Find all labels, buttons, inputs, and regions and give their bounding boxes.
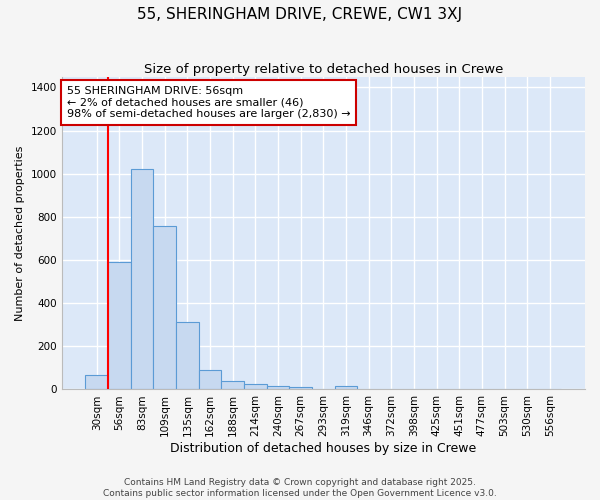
Bar <box>108 262 131 390</box>
Y-axis label: Number of detached properties: Number of detached properties <box>15 146 25 321</box>
Bar <box>154 226 176 390</box>
Bar <box>244 384 266 390</box>
Bar <box>221 381 244 390</box>
Bar <box>289 388 312 390</box>
Bar <box>199 370 221 390</box>
Bar <box>266 386 289 390</box>
Text: 55 SHERINGHAM DRIVE: 56sqm
← 2% of detached houses are smaller (46)
98% of semi-: 55 SHERINGHAM DRIVE: 56sqm ← 2% of detac… <box>67 86 350 120</box>
X-axis label: Distribution of detached houses by size in Crewe: Distribution of detached houses by size … <box>170 442 476 455</box>
Bar <box>85 376 108 390</box>
Title: Size of property relative to detached houses in Crewe: Size of property relative to detached ho… <box>143 62 503 76</box>
Bar <box>176 322 199 390</box>
Bar <box>131 170 154 390</box>
Bar <box>335 386 358 390</box>
Text: 55, SHERINGHAM DRIVE, CREWE, CW1 3XJ: 55, SHERINGHAM DRIVE, CREWE, CW1 3XJ <box>137 8 463 22</box>
Text: Contains HM Land Registry data © Crown copyright and database right 2025.
Contai: Contains HM Land Registry data © Crown c… <box>103 478 497 498</box>
